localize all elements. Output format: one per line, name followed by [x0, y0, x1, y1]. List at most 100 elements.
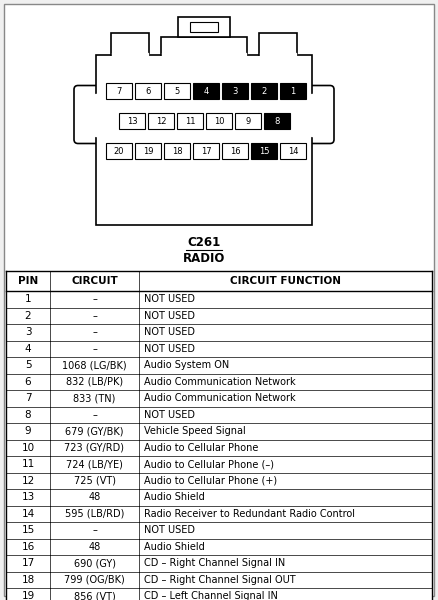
Bar: [6, 439, 432, 456]
Text: 679 (GY/BK): 679 (GY/BK): [65, 426, 124, 436]
Bar: [222, 143, 248, 159]
Text: 799 (OG/BK): 799 (OG/BK): [64, 575, 125, 585]
Text: NOT USED: NOT USED: [144, 410, 195, 420]
Bar: [6, 456, 432, 473]
Text: 4: 4: [203, 86, 208, 95]
Bar: [135, 143, 161, 159]
Bar: [259, 33, 297, 55]
Text: Vehicle Speed Signal: Vehicle Speed Signal: [144, 426, 246, 436]
Text: 19: 19: [21, 591, 35, 600]
Text: 16: 16: [230, 146, 240, 155]
Bar: [148, 113, 174, 129]
Text: 1068 (LG/BK): 1068 (LG/BK): [62, 360, 127, 370]
Text: 16: 16: [21, 542, 35, 552]
Bar: [6, 489, 432, 505]
Text: 595 (LB/RD): 595 (LB/RD): [65, 509, 124, 519]
Text: 14: 14: [288, 146, 298, 155]
Text: 725 (VT): 725 (VT): [74, 476, 116, 486]
Text: 1: 1: [290, 86, 296, 95]
Bar: [6, 423, 432, 439]
Bar: [178, 17, 230, 37]
Bar: [164, 143, 190, 159]
Bar: [235, 113, 261, 129]
Bar: [6, 357, 432, 373]
Text: 14: 14: [21, 509, 35, 519]
Bar: [251, 143, 277, 159]
Bar: [162, 53, 246, 56]
Bar: [119, 113, 145, 129]
Bar: [6, 291, 432, 307]
Text: Radio Receiver to Redundant Radio Control: Radio Receiver to Redundant Radio Contro…: [144, 509, 355, 519]
Bar: [6, 324, 432, 340]
Bar: [135, 83, 161, 99]
Text: Audio to Cellular Phone (–): Audio to Cellular Phone (–): [144, 459, 274, 469]
Text: 5: 5: [174, 86, 180, 95]
Text: 7: 7: [117, 86, 122, 95]
Bar: [106, 83, 132, 99]
Bar: [6, 340, 432, 357]
Text: NOT USED: NOT USED: [144, 525, 195, 535]
Bar: [206, 113, 232, 129]
Text: 3: 3: [232, 86, 238, 95]
Text: 15: 15: [259, 146, 269, 155]
Bar: [260, 53, 296, 56]
Text: Audio to Cellular Phone (+): Audio to Cellular Phone (+): [144, 476, 277, 486]
Text: Audio System ON: Audio System ON: [144, 360, 229, 370]
Text: NOT USED: NOT USED: [144, 344, 195, 354]
FancyBboxPatch shape: [74, 85, 100, 143]
Bar: [190, 22, 218, 32]
Text: 2: 2: [261, 86, 267, 95]
Bar: [251, 83, 277, 99]
Bar: [280, 143, 306, 159]
Text: Audio Communication Network: Audio Communication Network: [144, 393, 296, 403]
Text: PIN: PIN: [18, 276, 38, 286]
Text: 10: 10: [21, 443, 35, 453]
Text: Audio to Cellular Phone: Audio to Cellular Phone: [144, 443, 258, 453]
Text: 17: 17: [201, 146, 211, 155]
Text: 12: 12: [156, 116, 166, 125]
Bar: [6, 539, 432, 555]
Text: 2: 2: [25, 311, 31, 321]
Text: CD – Right Channel Signal IN: CD – Right Channel Signal IN: [144, 558, 285, 568]
Bar: [193, 143, 219, 159]
Text: 7: 7: [25, 393, 31, 403]
Text: 856 (VT): 856 (VT): [74, 591, 115, 600]
Text: –: –: [92, 327, 97, 337]
Text: –: –: [92, 344, 97, 354]
Bar: [111, 33, 149, 55]
Text: 10: 10: [214, 116, 224, 125]
Text: 17: 17: [21, 558, 35, 568]
Text: 6: 6: [25, 377, 31, 387]
Text: 13: 13: [21, 492, 35, 502]
Bar: [6, 555, 432, 571]
Text: –: –: [92, 525, 97, 535]
Bar: [311, 94, 314, 136]
Text: 690 (GY): 690 (GY): [74, 558, 116, 568]
Text: 13: 13: [127, 116, 137, 125]
Text: 48: 48: [88, 542, 101, 552]
Bar: [6, 473, 432, 489]
Text: RADIO: RADIO: [183, 253, 225, 265]
Text: 11: 11: [21, 459, 35, 469]
Bar: [264, 113, 290, 129]
Text: C261: C261: [187, 236, 221, 250]
Bar: [222, 83, 248, 99]
Text: 9: 9: [245, 116, 251, 125]
Bar: [6, 271, 432, 291]
Text: 19: 19: [143, 146, 153, 155]
Text: 8: 8: [25, 410, 31, 420]
Bar: [112, 53, 148, 56]
Bar: [6, 522, 432, 539]
Bar: [6, 390, 432, 407]
Text: –: –: [92, 410, 97, 420]
Text: –: –: [92, 294, 97, 304]
FancyBboxPatch shape: [308, 85, 334, 143]
Text: Audio Communication Network: Audio Communication Network: [144, 377, 296, 387]
Text: 724 (LB/YE): 724 (LB/YE): [66, 459, 123, 469]
Text: 18: 18: [21, 575, 35, 585]
Bar: [6, 505, 432, 522]
Text: 5: 5: [25, 360, 31, 370]
Text: NOT USED: NOT USED: [144, 327, 195, 337]
Text: CIRCUIT: CIRCUIT: [71, 276, 118, 286]
Text: 18: 18: [172, 146, 182, 155]
